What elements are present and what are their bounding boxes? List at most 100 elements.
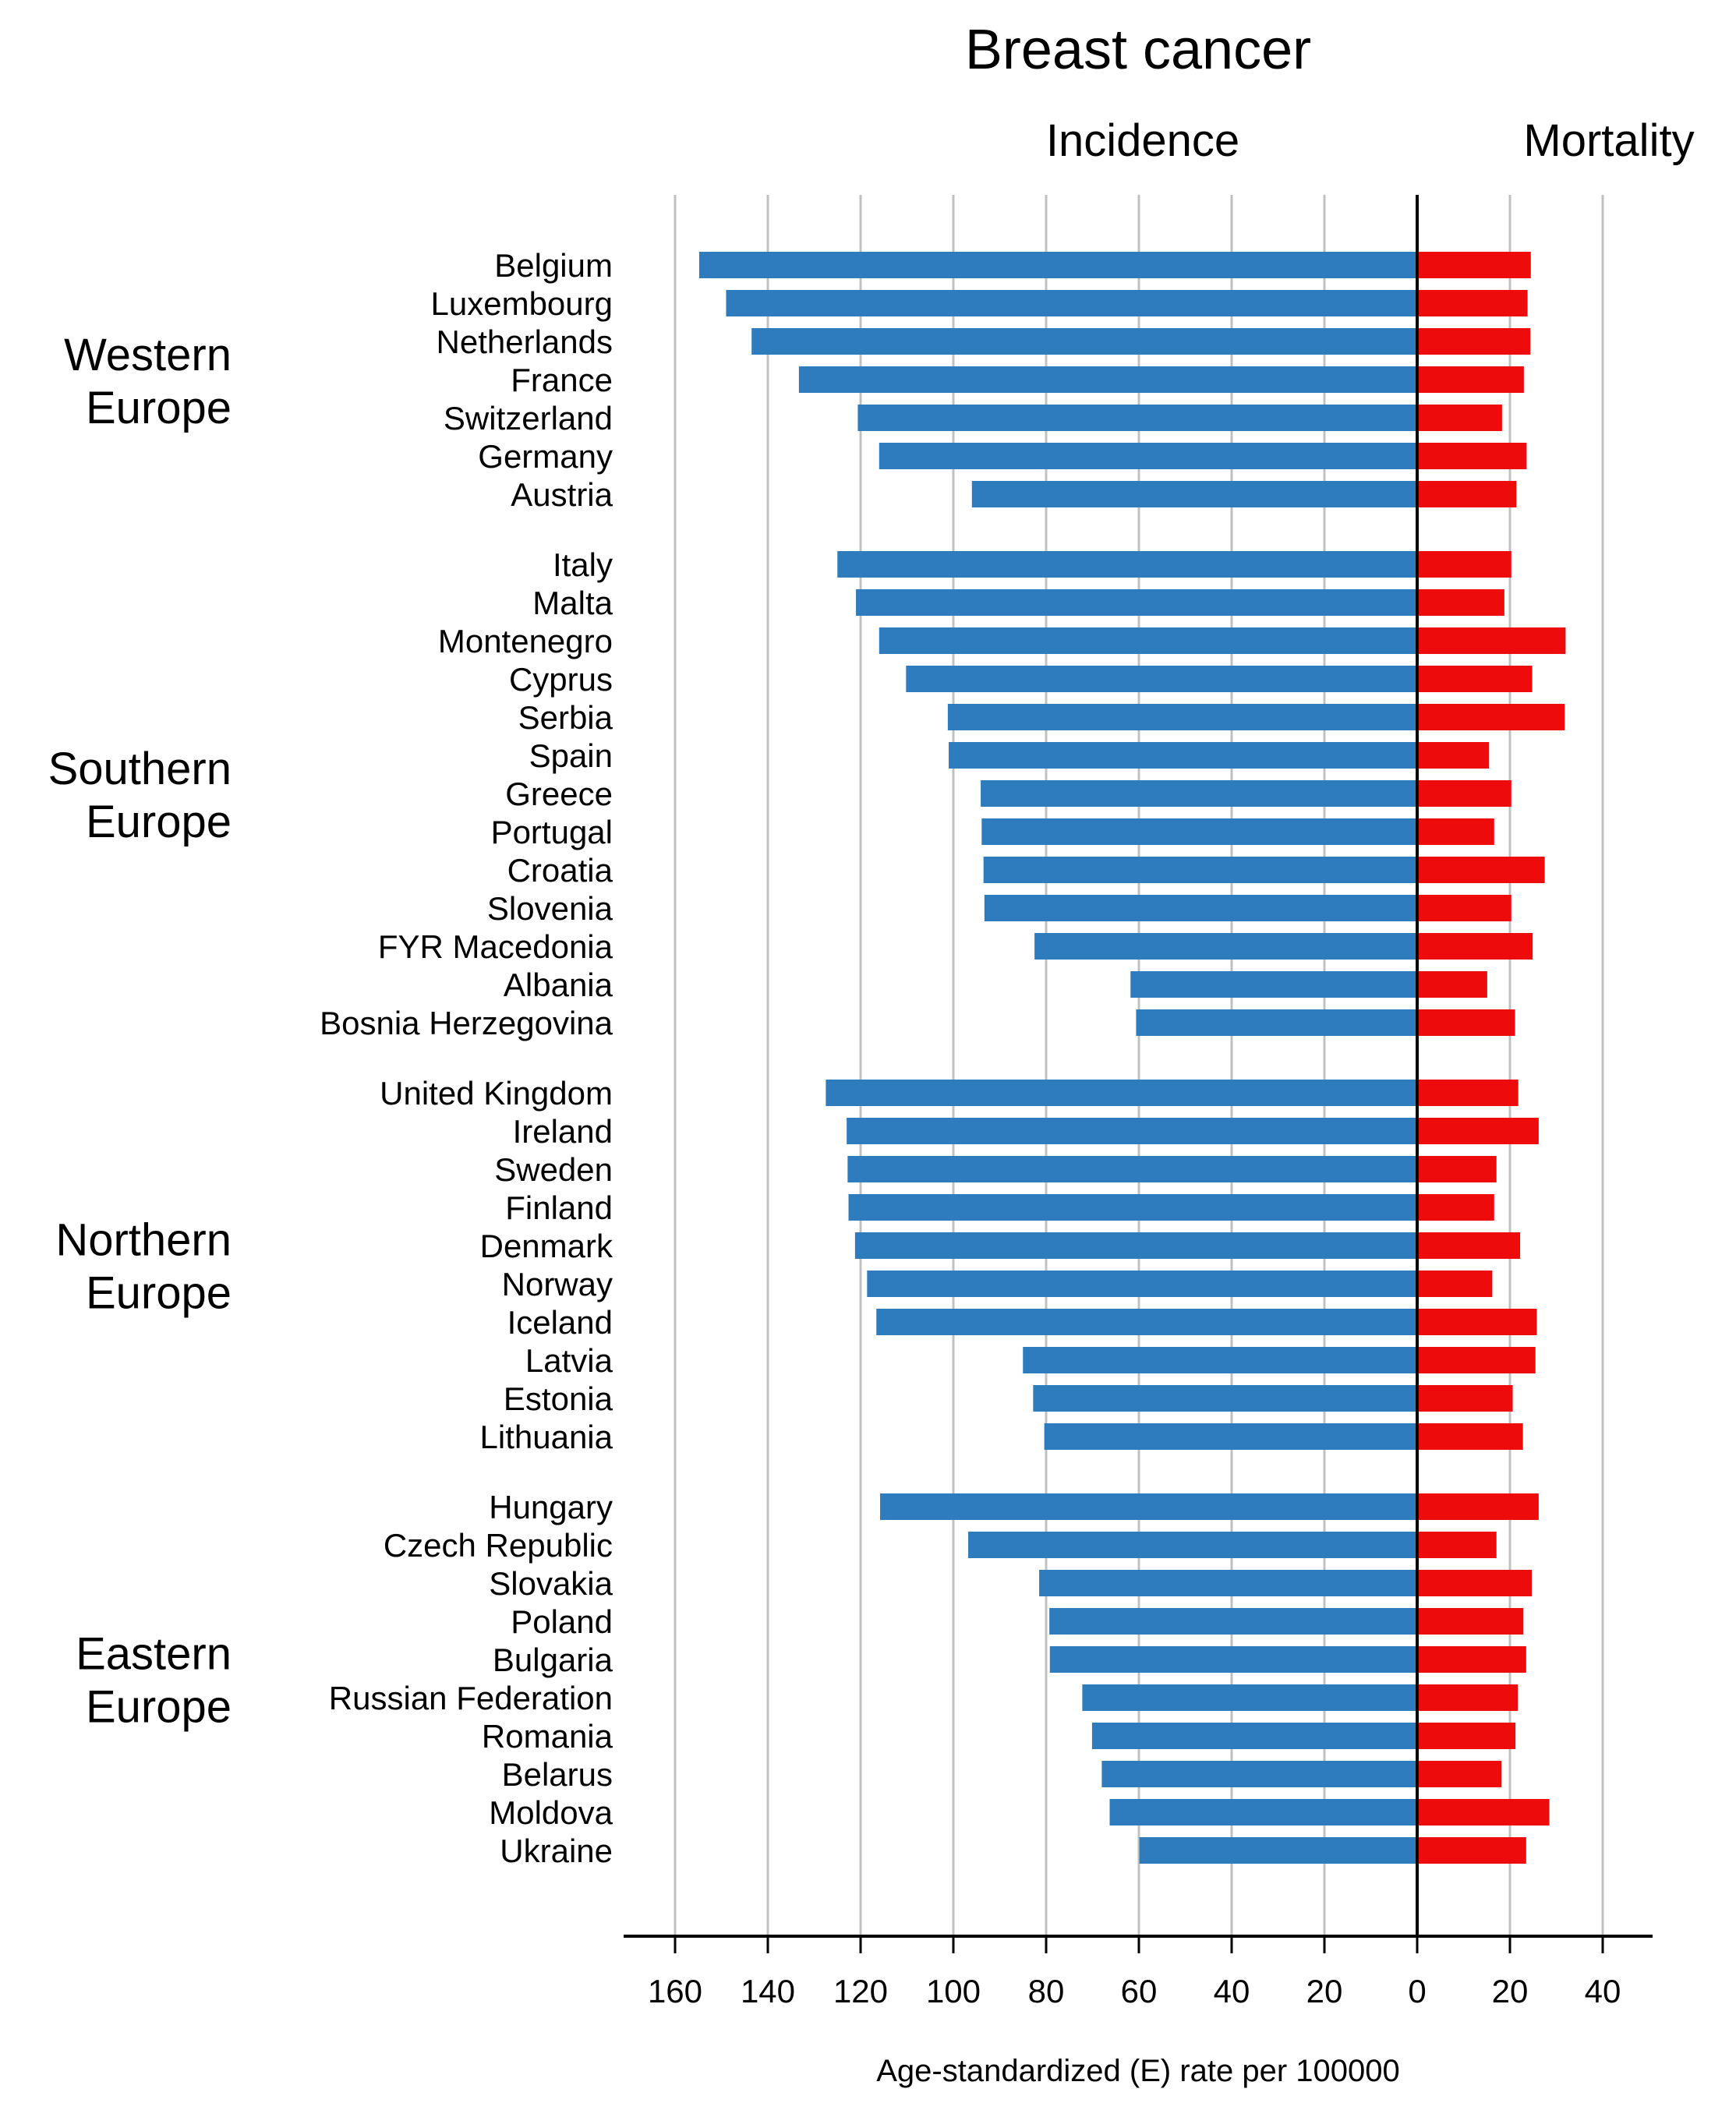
incidence-bar: [751, 328, 1417, 355]
country-label: Moldova: [489, 1794, 613, 1831]
mortality-bar: [1417, 1194, 1494, 1221]
x-axis-label: Age-standardized (E) rate per 100000: [876, 2054, 1400, 2088]
x-tick-label: 160: [648, 1973, 702, 2009]
incidence-bar: [949, 742, 1417, 769]
mortality-bar: [1417, 818, 1494, 845]
mortality-bar: [1417, 1156, 1497, 1182]
country-label: Slovenia: [487, 890, 613, 927]
country-label: Latvia: [525, 1342, 613, 1379]
country-label: Bosnia Herzegovina: [320, 1005, 613, 1041]
incidence-bar: [876, 1309, 1417, 1335]
region-label: Eastern: [76, 1629, 232, 1680]
incidence-bar: [879, 1493, 1417, 1520]
incidence-bar: [857, 405, 1417, 431]
incidence-bar: [1044, 1423, 1417, 1450]
mortality-bar: [1417, 1385, 1513, 1412]
region-label: Southern: [48, 744, 232, 794]
bar-layer: [698, 252, 1566, 1864]
region-label: Northern: [55, 1215, 232, 1266]
country-label: Germany: [478, 438, 613, 475]
chart-title: Breast cancer: [965, 19, 1311, 81]
incidence-bar: [1034, 933, 1417, 960]
incidence-bar: [1049, 1608, 1417, 1635]
mortality-bar: [1417, 252, 1531, 278]
x-tick-label: 20: [1492, 1973, 1529, 2009]
region-label: Europe: [86, 797, 232, 847]
mortality-bar: [1417, 405, 1502, 431]
incidence-bar: [867, 1271, 1417, 1297]
region-label: Europe: [86, 1268, 232, 1319]
country-label: Serbia: [518, 699, 613, 736]
mortality-bar: [1417, 1423, 1523, 1450]
country-label: Luxembourg: [431, 285, 613, 322]
incidence-bar: [1139, 1837, 1417, 1864]
mortality-bar: [1417, 551, 1511, 578]
incidence-bar: [971, 481, 1417, 507]
country-label: Poland: [511, 1603, 613, 1640]
mortality-bar: [1417, 589, 1504, 616]
mortality-bar: [1417, 971, 1487, 998]
incidence-bar: [983, 857, 1417, 883]
incidence-bar: [1136, 1009, 1417, 1036]
country-label: Albania: [504, 967, 613, 1003]
x-tick-label: 0: [1408, 1973, 1426, 2009]
country-label: Netherlands: [437, 323, 613, 360]
country-label: Iceland: [507, 1304, 613, 1341]
x-tick-label: 40: [1214, 1973, 1250, 2009]
mortality-bar: [1417, 366, 1524, 393]
country-label: Finland: [505, 1189, 613, 1226]
incidence-bar: [1109, 1799, 1417, 1825]
mortality-bar: [1417, 780, 1511, 807]
mortality-bar: [1417, 1684, 1519, 1711]
region-label: Europe: [86, 383, 232, 433]
x-tick-label: 40: [1585, 1973, 1621, 2009]
incidence-bar: [879, 443, 1417, 469]
mortality-bar: [1417, 1271, 1493, 1297]
incidence-bar: [826, 1080, 1417, 1106]
country-label: Italy: [553, 546, 613, 583]
incidence-bar: [981, 818, 1417, 845]
country-label: Russian Federation: [329, 1680, 613, 1716]
mortality-bar: [1417, 742, 1490, 769]
country-label: Switzerland: [444, 400, 613, 436]
mortality-bar: [1417, 1347, 1536, 1373]
incidence-bar: [837, 551, 1417, 578]
x-tick-label: 140: [741, 1973, 795, 2009]
country-label: Belgium: [494, 247, 613, 284]
mortality-bar: [1417, 666, 1533, 692]
mortality-bar: [1417, 1646, 1526, 1673]
mortality-bar: [1417, 1309, 1537, 1335]
country-label: Lithuania: [480, 1419, 613, 1455]
x-tick-label: 100: [926, 1973, 981, 2009]
mortality-bar: [1417, 933, 1533, 960]
country-label: Malta: [532, 585, 613, 621]
incidence-bar: [879, 627, 1417, 654]
mortality-bar: [1417, 1608, 1524, 1635]
mortality-bar: [1417, 1009, 1515, 1036]
incidence-bar: [1033, 1385, 1417, 1412]
incidence-bar: [968, 1532, 1417, 1558]
country-label: Austria: [511, 476, 613, 513]
country-label: United Kingdom: [380, 1075, 613, 1112]
incidence-bar: [981, 780, 1417, 807]
mortality-bar: [1417, 895, 1511, 921]
country-label: Belarus: [502, 1756, 613, 1793]
country-label: Czech Republic: [384, 1527, 613, 1564]
mortality-bar: [1417, 704, 1565, 730]
country-label: FYR Macedonia: [378, 928, 613, 965]
country-label: Hungary: [489, 1489, 613, 1525]
x-tick-label: 20: [1306, 1973, 1343, 2009]
incidence-bar: [1101, 1761, 1417, 1787]
axis-layer: Breast cancer Incidence Mortality Age-st…: [624, 19, 1695, 2088]
incidence-bar: [1091, 1723, 1417, 1749]
incidence-bar: [1039, 1570, 1417, 1596]
incidence-bar: [947, 704, 1417, 730]
x-tick-label: 120: [833, 1973, 888, 2009]
incidence-bar: [798, 366, 1417, 393]
mortality-bar: [1417, 627, 1566, 654]
mortality-bar: [1417, 857, 1545, 883]
incidence-bar: [847, 1156, 1417, 1182]
x-tick-label: 80: [1028, 1973, 1065, 2009]
